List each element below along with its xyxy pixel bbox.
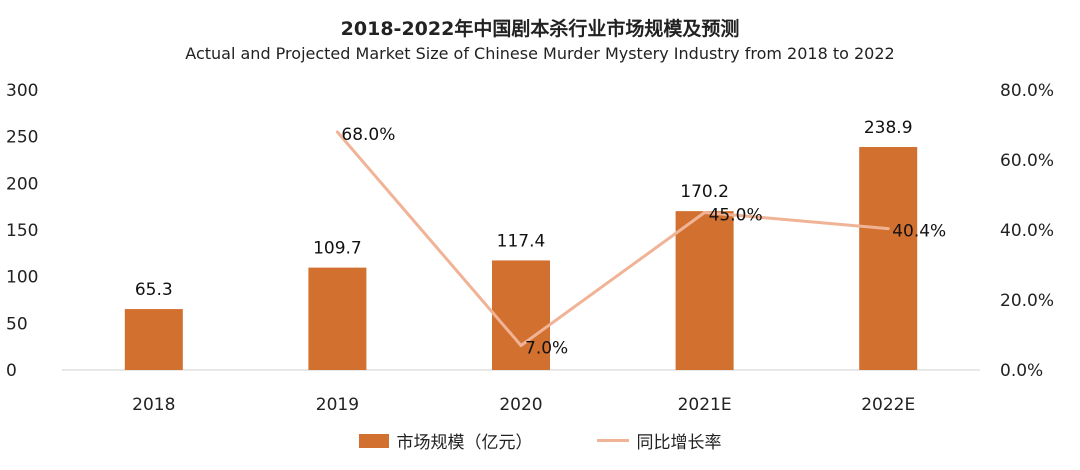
bar-data-label: 65.3	[135, 280, 173, 300]
bar	[859, 147, 918, 370]
left-tick-label: 0	[6, 361, 17, 381]
x-tick-label: 2018	[132, 395, 175, 415]
line-data-label: 7.0%	[525, 339, 568, 359]
legend-label-line: 同比增长率	[636, 433, 722, 453]
x-axis-ticks: 2018 2019 2020 2021E 2022E	[132, 395, 915, 415]
bar-data-labels: 65.3 109.7 117.4 170.2 238.9	[135, 118, 913, 300]
x-tick-label: 2021E	[678, 395, 732, 415]
bar	[124, 309, 183, 370]
left-tick-label: 200	[6, 174, 38, 194]
right-tick-label: 20.0%	[1000, 291, 1054, 311]
right-tick-label: 0.0%	[1000, 361, 1043, 381]
right-tick-label: 40.0%	[1000, 221, 1054, 241]
x-tick-label: 2020	[499, 395, 542, 415]
bar	[308, 267, 367, 370]
legend-swatch-line	[596, 439, 629, 442]
left-tick-label: 150	[6, 221, 38, 241]
right-tick-label: 80.0%	[1000, 81, 1054, 101]
line-point	[335, 130, 339, 134]
chart-plot: 0 50 100 150 200 250 300 0.0% 20.0% 40.0% 60.0% 80…	[6, 81, 1054, 415]
growth-line	[336, 131, 889, 347]
bar	[492, 260, 550, 370]
legend: 市场规模（亿元） 同比增长率	[0, 428, 1080, 453]
bar-data-label: 170.2	[680, 182, 729, 202]
left-tick-label: 100	[6, 268, 38, 288]
line-point	[886, 227, 890, 231]
legend-swatch-bar	[358, 433, 389, 448]
right-axis-ticks: 0.0% 20.0% 40.0% 60.0% 80.0%	[1000, 81, 1054, 381]
left-tick-label: 250	[6, 128, 38, 148]
line-data-label: 68.0%	[341, 125, 395, 145]
legend-item-line: 同比增长率	[596, 428, 722, 453]
line-series	[335, 130, 890, 347]
chart-subtitle: Actual and Projected Market Size of Chin…	[185, 44, 895, 63]
left-tick-label: 300	[6, 81, 38, 101]
bar-data-label: 238.9	[864, 118, 913, 138]
line-data-labels: 68.0% 7.0% 45.0% 40.4%	[341, 125, 946, 359]
line-data-label: 40.4%	[892, 222, 946, 242]
line-point	[519, 344, 523, 347]
left-tick-label: 50	[6, 314, 28, 334]
right-tick-label: 60.0%	[1000, 151, 1054, 171]
bar	[675, 211, 734, 370]
line-point	[703, 211, 707, 214]
x-tick-label: 2022E	[861, 395, 915, 415]
legend-item-bar: 市场规模（亿元）	[358, 428, 533, 453]
x-tick-label: 2019	[316, 395, 359, 415]
bar-data-label: 117.4	[497, 231, 546, 251]
left-axis-ticks: 0 50 100 150 200 250 300	[6, 81, 38, 381]
legend-label-bar: 市场规模（亿元）	[396, 433, 533, 453]
bar-data-label: 109.7	[313, 239, 362, 259]
line-data-label: 45.0%	[709, 206, 763, 226]
bar-series	[124, 147, 918, 370]
chart-title: 2018-2022年中国剧本杀行业市场规模及预测	[340, 18, 740, 40]
